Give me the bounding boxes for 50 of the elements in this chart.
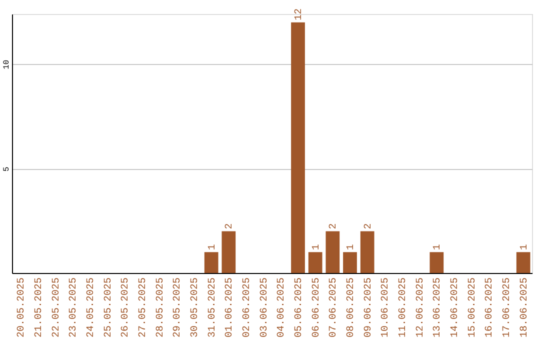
data-label: 1: [519, 244, 530, 250]
x-tick-label: 18.06.2025: [519, 278, 530, 338]
x-tick-label: 25.05.2025: [103, 278, 114, 338]
x-tick-label: 12.06.2025: [415, 278, 426, 338]
x-tick-label: 29.05.2025: [172, 278, 184, 338]
x-tick-label: 03.06.2025: [259, 278, 270, 338]
x-tick-label: 11.06.2025: [398, 278, 409, 338]
data-label: 1: [311, 244, 322, 250]
x-tick-label: 28.05.2025: [155, 278, 166, 338]
x-tick-label: 26.05.2025: [120, 278, 132, 338]
bar: [291, 22, 305, 273]
x-tick-label: 09.06.2025: [363, 278, 374, 338]
x-tick-label: 17.06.2025: [502, 278, 513, 338]
x-tick-label: 14.06.2025: [450, 278, 461, 338]
data-label: 2: [328, 223, 340, 230]
x-tick-label: 10.06.2025: [380, 278, 392, 338]
x-tick-label: 31.05.2025: [207, 278, 218, 338]
bar: [343, 252, 357, 273]
data-label: 1: [432, 244, 444, 250]
data-label: 2: [224, 223, 236, 230]
x-tick-label: 07.06.2025: [328, 278, 340, 338]
data-label: 12: [294, 8, 305, 20]
x-tick-label: 20.05.2025: [16, 278, 28, 338]
x-tick-label: 27.05.2025: [138, 278, 149, 338]
bar: [516, 252, 530, 273]
x-tick-label: 15.06.2025: [467, 278, 478, 338]
bar: [308, 252, 322, 273]
x-tick-label: 01.06.2025: [224, 278, 236, 338]
x-tick-label: 22.05.2025: [51, 278, 62, 338]
bar: [430, 252, 444, 273]
x-tick-label: 23.05.2025: [68, 278, 80, 338]
data-label: 1: [207, 244, 218, 250]
y-tick-label: 10: [2, 60, 12, 70]
x-tick-label: 24.05.2025: [86, 278, 97, 338]
x-tick-label: 05.06.2025: [294, 278, 305, 338]
x-tick-label: 04.06.2025: [276, 278, 288, 338]
data-label: 1: [346, 244, 357, 250]
bar: [360, 231, 374, 273]
bar: [326, 231, 340, 273]
x-tick-label: 06.06.2025: [311, 278, 322, 338]
x-tick-label: 21.05.2025: [34, 278, 45, 338]
bar: [222, 231, 236, 273]
x-tick-label: 13.06.2025: [432, 278, 444, 338]
y-tick-label: 5: [2, 166, 12, 172]
x-tick-label: 08.06.2025: [346, 278, 357, 338]
data-label: 2: [363, 223, 374, 230]
bar: [204, 252, 218, 273]
x-tick-label: 16.06.2025: [484, 278, 496, 338]
x-tick-label: 02.06.2025: [242, 278, 253, 338]
x-tick-label: 30.05.2025: [190, 278, 201, 338]
